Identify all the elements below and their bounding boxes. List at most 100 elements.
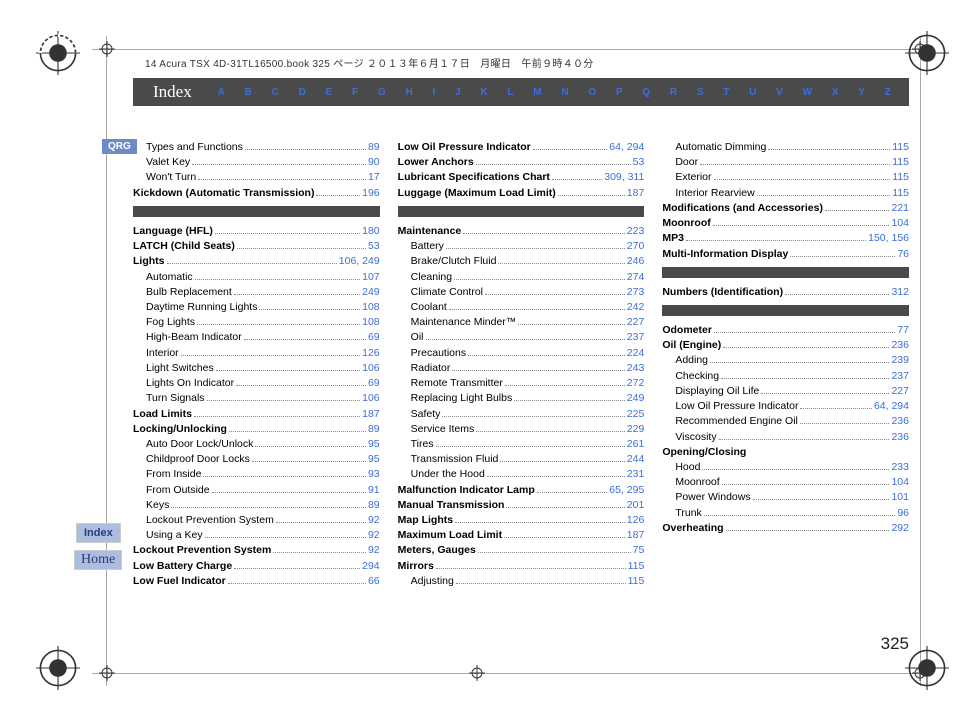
entry-pages[interactable]: 292	[891, 521, 909, 536]
entry-pages[interactable]: 95	[368, 452, 380, 467]
entry-pages[interactable]: 274	[627, 270, 645, 285]
entry-pages[interactable]: 106	[362, 361, 380, 376]
entry-pages[interactable]: 92	[368, 543, 380, 558]
entry-pages[interactable]: 223	[627, 224, 645, 239]
alpha-link[interactable]: B	[245, 87, 252, 98]
entry-pages[interactable]: 107	[362, 270, 380, 285]
entry-pages[interactable]: 91	[368, 483, 380, 498]
entry-pages[interactable]: 221	[891, 201, 909, 216]
entry-pages[interactable]: 93	[368, 467, 380, 482]
entry-pages[interactable]: 89	[368, 422, 380, 437]
entry-pages[interactable]: 115	[892, 170, 909, 185]
entry-pages[interactable]: 89	[368, 140, 380, 155]
entry-pages[interactable]: 242	[627, 300, 645, 315]
alpha-link[interactable]: M	[533, 87, 541, 98]
entry-pages[interactable]: 115	[628, 559, 645, 574]
alpha-link[interactable]: H	[405, 87, 412, 98]
entry-pages[interactable]: 225	[627, 407, 645, 422]
alpha-link[interactable]: D	[299, 87, 306, 98]
entry-pages[interactable]: 196	[362, 186, 380, 201]
entry-pages[interactable]: 243	[627, 361, 645, 376]
entry-pages[interactable]: 64, 294	[874, 399, 909, 414]
alpha-link[interactable]: R	[670, 87, 677, 98]
entry-pages[interactable]: 53	[633, 155, 645, 170]
entry-pages[interactable]: 272	[627, 376, 645, 391]
entry-pages[interactable]: 201	[627, 498, 645, 513]
entry-pages[interactable]: 65, 295	[609, 483, 644, 498]
entry-pages[interactable]: 236	[891, 414, 909, 429]
entry-pages[interactable]: 187	[362, 407, 380, 422]
alpha-link[interactable]: X	[832, 87, 839, 98]
alpha-link[interactable]: T	[723, 87, 729, 98]
alpha-link[interactable]: N	[561, 87, 568, 98]
alpha-link[interactable]: S	[697, 87, 704, 98]
entry-pages[interactable]: 115	[892, 155, 909, 170]
alpha-link[interactable]: E	[326, 87, 333, 98]
entry-pages[interactable]: 233	[891, 460, 909, 475]
alpha-link[interactable]: U	[749, 87, 756, 98]
entry-pages[interactable]: 239	[891, 353, 909, 368]
index-badge[interactable]: Index	[76, 523, 121, 543]
entry-pages[interactable]: 96	[897, 506, 909, 521]
entry-pages[interactable]: 17	[368, 170, 380, 185]
entry-pages[interactable]: 246	[627, 254, 645, 269]
entry-pages[interactable]: 150, 156	[868, 231, 909, 246]
entry-pages[interactable]: 236	[891, 338, 909, 353]
entry-pages[interactable]: 309, 311	[604, 170, 644, 185]
entry-pages[interactable]: 126	[362, 346, 380, 361]
alpha-link[interactable]: Q	[642, 87, 650, 98]
entry-pages[interactable]: 249	[362, 285, 380, 300]
entry-pages[interactable]: 236	[891, 430, 909, 445]
entry-pages[interactable]: 64, 294	[609, 140, 644, 155]
entry-pages[interactable]: 126	[627, 513, 645, 528]
entry-pages[interactable]: 69	[368, 376, 380, 391]
entry-pages[interactable]: 115	[892, 140, 909, 155]
home-badge[interactable]: Home	[74, 550, 122, 570]
entry-pages[interactable]: 69	[368, 330, 380, 345]
entry-pages[interactable]: 227	[891, 384, 909, 399]
entry-pages[interactable]: 66	[368, 574, 380, 589]
entry-pages[interactable]: 231	[627, 467, 645, 482]
alpha-link[interactable]: F	[352, 87, 358, 98]
alpha-link[interactable]: J	[455, 87, 461, 98]
alpha-link[interactable]: O	[588, 87, 596, 98]
alpha-link[interactable]: C	[272, 87, 279, 98]
entry-pages[interactable]: 108	[362, 315, 380, 330]
entry-pages[interactable]: 104	[891, 475, 909, 490]
alpha-link[interactable]: L	[507, 87, 513, 98]
entry-pages[interactable]: 101	[891, 490, 909, 505]
entry-pages[interactable]: 90	[368, 155, 380, 170]
alpha-link[interactable]: Z	[885, 87, 891, 98]
entry-pages[interactable]: 187	[627, 528, 645, 543]
qrg-badge[interactable]: QRG	[102, 139, 137, 154]
entry-pages[interactable]: 108	[362, 300, 380, 315]
alpha-link[interactable]: I	[432, 87, 435, 98]
entry-pages[interactable]: 244	[627, 452, 645, 467]
entry-pages[interactable]: 180	[362, 224, 380, 239]
entry-pages[interactable]: 237	[627, 330, 645, 345]
alpha-link[interactable]: V	[776, 87, 783, 98]
entry-pages[interactable]: 95	[368, 437, 380, 452]
entry-pages[interactable]: 237	[891, 369, 909, 384]
alpha-link[interactable]: K	[480, 87, 487, 98]
entry-pages[interactable]: 53	[368, 239, 380, 254]
alpha-link[interactable]: P	[616, 87, 623, 98]
entry-pages[interactable]: 270	[627, 239, 645, 254]
entry-pages[interactable]: 75	[633, 543, 645, 558]
entry-pages[interactable]: 273	[627, 285, 645, 300]
entry-pages[interactable]: 115	[628, 574, 645, 589]
alpha-link[interactable]: A	[218, 87, 225, 98]
entry-pages[interactable]: 261	[627, 437, 645, 452]
alpha-link[interactable]: Y	[858, 87, 865, 98]
entry-pages[interactable]: 92	[368, 513, 380, 528]
entry-pages[interactable]: 294	[362, 559, 380, 574]
entry-pages[interactable]: 249	[627, 391, 645, 406]
entry-pages[interactable]: 106	[362, 391, 380, 406]
entry-pages[interactable]: 104	[891, 216, 909, 231]
alpha-link[interactable]: G	[378, 87, 386, 98]
entry-pages[interactable]: 187	[627, 186, 645, 201]
alpha-link[interactable]: W	[803, 87, 812, 98]
entry-pages[interactable]: 76	[897, 247, 909, 262]
entry-pages[interactable]: 77	[897, 323, 909, 338]
entry-pages[interactable]: 115	[892, 186, 909, 201]
